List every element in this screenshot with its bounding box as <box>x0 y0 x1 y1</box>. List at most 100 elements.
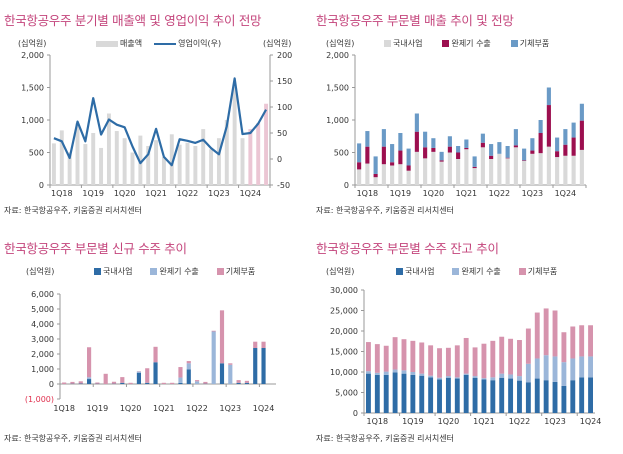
bar-aircraft-export <box>390 162 394 165</box>
x-tick-label: 1Q22 <box>186 404 208 413</box>
bar-aircraft-export <box>464 148 468 149</box>
bar-aerostructures <box>62 383 66 385</box>
bar-aerostructures <box>104 374 108 384</box>
bar-aerostructures <box>522 149 526 161</box>
bar-domestic <box>178 383 182 384</box>
bar-aerostructures <box>423 132 427 148</box>
y-tick-label: 2,000 <box>21 51 44 60</box>
bar-aerostructures <box>490 341 495 377</box>
bar-aerostructures <box>384 346 389 372</box>
x-tick-label: 1Q24 <box>240 189 262 198</box>
bar-aerostructures <box>517 340 522 376</box>
bar-domestic <box>547 147 551 185</box>
bar-domestic <box>514 147 518 185</box>
x-tick-label: 1Q21 <box>145 189 167 198</box>
chart-panel-quarterly-revenue: 한국항공우주 분기별 매출액 및 영업이익 추이 전망 (십억원) (십억원) … <box>0 0 311 226</box>
x-tick-label: 1Q20 <box>423 189 445 198</box>
x-tick-label: 1Q19 <box>87 404 109 413</box>
bar-domestic <box>153 362 157 384</box>
x-tick-label: 1Q22 <box>489 189 511 198</box>
bar-aircraft-export <box>514 145 518 147</box>
bar-aerostructures <box>555 138 559 152</box>
bar-aircraft-export <box>382 147 386 165</box>
bar-aircraft-export <box>539 133 543 153</box>
y-tick-label: 0 <box>49 380 54 389</box>
bar-aerostructures <box>499 337 504 374</box>
x-tick-label: 1Q24 <box>555 189 577 198</box>
bar-domestic <box>517 381 522 413</box>
bar-revenue <box>186 143 190 185</box>
bar-domestic <box>544 380 549 413</box>
y-tick-label: 15,000 <box>330 348 358 357</box>
bar-aircraft-export <box>87 377 91 379</box>
chart-panel-new-orders: 한국항공우주 부문별 신규 수주 추이 (십억원) 국내사업 완제기 수출 기체… <box>0 228 311 454</box>
bar-aircraft-export <box>366 371 371 373</box>
bar-aircraft-export <box>572 138 576 156</box>
bar-aircraft-export <box>428 376 433 378</box>
bar-domestic <box>120 383 124 384</box>
bar-aircraft-export <box>580 121 584 150</box>
bar-aircraft-export <box>178 378 182 383</box>
bar-domestic <box>481 379 486 413</box>
y2-tick-label: -50 <box>277 181 290 190</box>
bar-aerostructures <box>481 344 486 378</box>
bar-aerostructures <box>145 368 149 383</box>
bar-aerostructures <box>261 342 265 348</box>
bar-aerostructures <box>393 337 398 369</box>
bar-aerostructures <box>220 310 224 363</box>
bar-aircraft-export <box>481 143 485 148</box>
y2-tick-label: 200 <box>277 51 292 60</box>
bar-aircraft-export <box>522 160 526 161</box>
bar-domestic <box>497 154 501 185</box>
bar-domestic <box>473 168 477 185</box>
y-tick-label: 2,000 <box>31 350 54 359</box>
bar-aerostructures <box>481 134 485 143</box>
bar-aerostructures <box>464 140 468 148</box>
bar-aerostructures <box>178 367 182 378</box>
bar-domestic <box>499 378 504 413</box>
bar-aerostructures <box>79 381 83 383</box>
y-tick-label: 5,000 <box>31 305 54 314</box>
bar-aircraft-export <box>553 356 558 381</box>
bar-domestic <box>579 377 584 413</box>
bar-aerostructures <box>448 136 452 146</box>
bar-aircraft-export <box>440 160 444 161</box>
bar-aircraft-export <box>481 378 486 379</box>
bar-aerostructures <box>162 383 166 384</box>
bar-revenue <box>99 148 103 185</box>
bar-domestic <box>448 153 452 186</box>
bar-aircraft-export <box>228 365 232 384</box>
x-tick-label: 1Q23 <box>208 189 230 198</box>
bar-domestic <box>245 383 249 384</box>
bar-domestic <box>539 153 543 185</box>
bar-aerostructures <box>70 382 74 384</box>
x-tick-label: 1Q22 <box>177 189 199 198</box>
bar-aerostructures <box>473 347 478 376</box>
bar-aerostructures <box>464 338 469 374</box>
bar-aerostructures <box>440 152 444 160</box>
bar-domestic <box>366 374 371 413</box>
bar-aircraft-export <box>535 358 540 378</box>
bar-domestic <box>526 382 531 413</box>
bar-revenue <box>123 138 127 185</box>
bar-aircraft-export <box>212 332 216 385</box>
x-tick-label: 1Q19 <box>82 189 104 198</box>
bar-aircraft-export <box>419 374 424 376</box>
x-tick-label: 1Q18 <box>367 417 389 426</box>
bar-aerostructures <box>195 380 199 381</box>
bar-aerostructures <box>153 347 157 362</box>
bar-aircraft-export <box>187 363 191 369</box>
bar-aerostructures <box>572 123 576 138</box>
bar-aircraft-export <box>455 377 460 378</box>
bar-aircraft-export <box>526 364 531 382</box>
bar-domestic <box>431 152 435 185</box>
bar-domestic <box>410 375 415 413</box>
bar-aircraft-export <box>555 151 559 157</box>
y2-tick-label: 0 <box>277 155 282 164</box>
bar-aerostructures <box>253 342 257 348</box>
bar-aircraft-export <box>579 356 584 377</box>
y-tick-label: 2,000 <box>326 51 349 60</box>
bar-aircraft-export <box>508 374 513 378</box>
chart-source: 자료: 한국항공우주, 키움증권 리서치센터 <box>316 205 454 216</box>
bar-aerostructures <box>237 380 241 383</box>
